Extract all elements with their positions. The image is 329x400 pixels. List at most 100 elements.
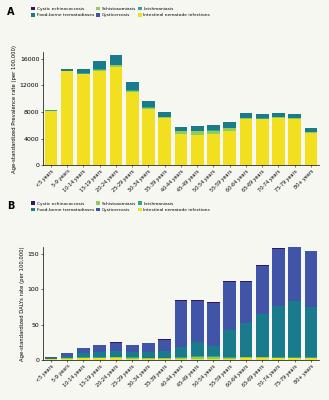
Bar xyxy=(207,134,220,165)
Bar xyxy=(93,71,106,165)
Bar xyxy=(110,343,122,351)
Bar xyxy=(61,358,73,360)
Bar xyxy=(305,307,317,357)
Bar xyxy=(191,301,204,342)
Bar xyxy=(44,359,57,360)
Bar xyxy=(207,356,220,357)
Bar xyxy=(77,69,90,73)
Bar xyxy=(142,342,155,343)
Bar xyxy=(61,356,73,358)
Bar xyxy=(110,342,122,343)
Bar xyxy=(240,282,252,322)
Bar xyxy=(93,344,106,345)
Y-axis label: Age-standardized DALYs rate (per 100,000): Age-standardized DALYs rate (per 100,000… xyxy=(20,246,25,361)
Bar xyxy=(207,303,220,346)
Bar xyxy=(126,91,139,92)
Bar xyxy=(289,358,301,360)
Bar xyxy=(175,358,187,360)
Bar xyxy=(223,281,236,282)
Bar xyxy=(272,113,285,117)
Bar xyxy=(110,56,122,65)
Legend: Cystic echinococcosis, Food-borne trematodiases, Schistosomiasis, Cysticercosis,: Cystic echinococcosis, Food-borne tremat… xyxy=(31,7,210,17)
Bar xyxy=(223,128,236,130)
Bar xyxy=(223,357,236,358)
Bar xyxy=(44,111,57,165)
Bar xyxy=(175,347,187,357)
Bar xyxy=(77,74,90,165)
Bar xyxy=(289,242,301,302)
Bar xyxy=(305,251,317,307)
Bar xyxy=(175,131,187,134)
Bar xyxy=(207,357,220,358)
Bar xyxy=(44,358,57,359)
Bar xyxy=(158,358,171,360)
Bar xyxy=(142,108,155,109)
Bar xyxy=(77,348,90,354)
Bar xyxy=(126,82,139,90)
Bar xyxy=(175,127,187,131)
Bar xyxy=(240,280,252,282)
Bar xyxy=(126,92,139,165)
Legend: Cystic echinococcosis, Food-borne trematodiases, Schistosomiasis, Cysticercosis,: Cystic echinococcosis, Food-borne tremat… xyxy=(31,202,210,212)
Bar xyxy=(240,358,252,360)
Bar xyxy=(93,70,106,71)
Bar xyxy=(191,300,204,301)
Bar xyxy=(142,343,155,352)
Bar xyxy=(191,342,204,356)
Bar xyxy=(207,302,220,303)
Text: A: A xyxy=(7,7,14,17)
Bar xyxy=(207,126,220,130)
Bar xyxy=(240,119,252,165)
Text: B: B xyxy=(7,202,14,212)
Bar xyxy=(93,61,106,69)
Bar xyxy=(142,109,155,165)
Bar xyxy=(77,354,90,357)
Bar xyxy=(256,266,268,314)
Bar xyxy=(158,350,171,358)
Bar xyxy=(142,358,155,360)
Bar xyxy=(256,119,268,165)
Bar xyxy=(191,131,204,135)
Bar xyxy=(126,352,139,357)
Bar xyxy=(110,67,122,165)
Bar xyxy=(158,340,171,350)
Bar xyxy=(93,358,106,360)
Bar xyxy=(272,358,285,360)
Bar xyxy=(289,114,301,118)
Bar xyxy=(240,357,252,358)
Bar xyxy=(256,356,268,357)
Bar xyxy=(191,358,204,360)
Bar xyxy=(256,265,268,266)
Bar xyxy=(223,122,236,128)
Bar xyxy=(44,357,57,358)
Bar xyxy=(240,356,252,357)
Bar xyxy=(61,353,73,356)
Bar xyxy=(223,130,236,165)
Bar xyxy=(110,357,122,358)
Bar xyxy=(240,118,252,119)
Bar xyxy=(289,119,301,165)
Bar xyxy=(289,241,301,242)
Bar xyxy=(305,357,317,358)
Bar xyxy=(175,134,187,165)
Bar xyxy=(272,249,285,306)
Bar xyxy=(289,357,301,358)
Bar xyxy=(158,112,171,117)
Bar xyxy=(110,358,122,360)
Bar xyxy=(158,339,171,340)
Bar xyxy=(142,352,155,358)
Bar xyxy=(175,300,187,301)
Bar xyxy=(93,345,106,352)
Bar xyxy=(207,346,220,356)
Bar xyxy=(223,358,236,360)
Bar xyxy=(191,126,204,131)
Bar xyxy=(305,132,317,165)
Bar xyxy=(240,322,252,356)
Bar xyxy=(305,128,317,132)
Bar xyxy=(142,101,155,107)
Bar xyxy=(175,357,187,358)
Bar xyxy=(256,314,268,356)
Bar xyxy=(93,69,106,70)
Bar xyxy=(61,71,73,165)
Bar xyxy=(191,356,204,357)
